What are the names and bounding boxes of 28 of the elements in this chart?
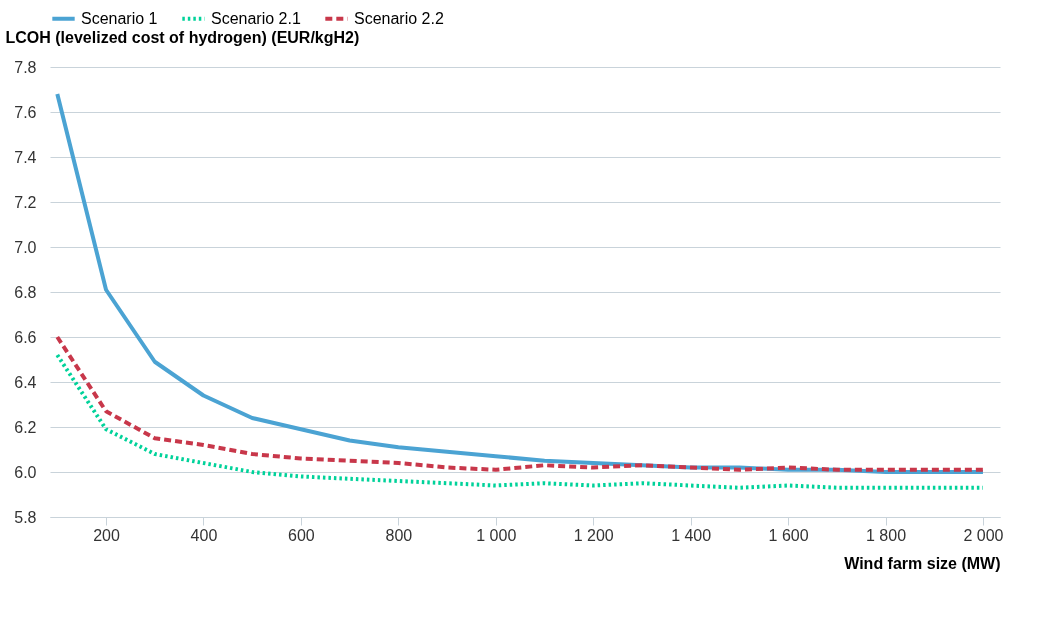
line-series [55, 335, 985, 472]
y-tick-label: 6.8 [14, 283, 37, 301]
legend-label: Scenario 1 [81, 9, 158, 27]
legend-label: Scenario 2.1 [211, 9, 301, 27]
y-tick-label: 6.2 [14, 418, 37, 436]
y-tick-label: 7.4 [14, 148, 37, 166]
y-tick-label: 7.6 [14, 103, 37, 121]
y-tick-label: 6.6 [14, 328, 37, 346]
x-tick-label: 800 [385, 526, 413, 544]
x-tick-label: 1 400 [671, 526, 712, 544]
y-tick-label: 7.0 [14, 238, 37, 256]
x-tick-label: 1 000 [476, 526, 517, 544]
x-tick-label: 600 [288, 526, 315, 544]
y-tick-label: 7.8 [14, 58, 37, 76]
x-tick-label: 1 800 [865, 526, 907, 544]
y-tick-label: 6.0 [14, 463, 37, 481]
line-series [55, 353, 985, 490]
y-tick-label: 7.2 [14, 193, 37, 211]
x-tick-label: 2 000 [963, 526, 1004, 544]
x-tick-label: 1 600 [768, 526, 809, 544]
x-tick-label: 400 [190, 526, 218, 544]
legend-label: Scenario 2.2 [354, 9, 444, 27]
x-tick-label: 200 [93, 526, 120, 544]
y-tick-label: 5.8 [14, 508, 37, 526]
x-axis-title: Wind farm size (MW) [844, 554, 1001, 572]
y-tick-label: 6.4 [14, 373, 37, 391]
x-tick-label: 1 200 [573, 526, 614, 544]
y-axis-title: LCOH (levelized cost of hydrogen) (EUR/kgH2) [5, 28, 360, 46]
